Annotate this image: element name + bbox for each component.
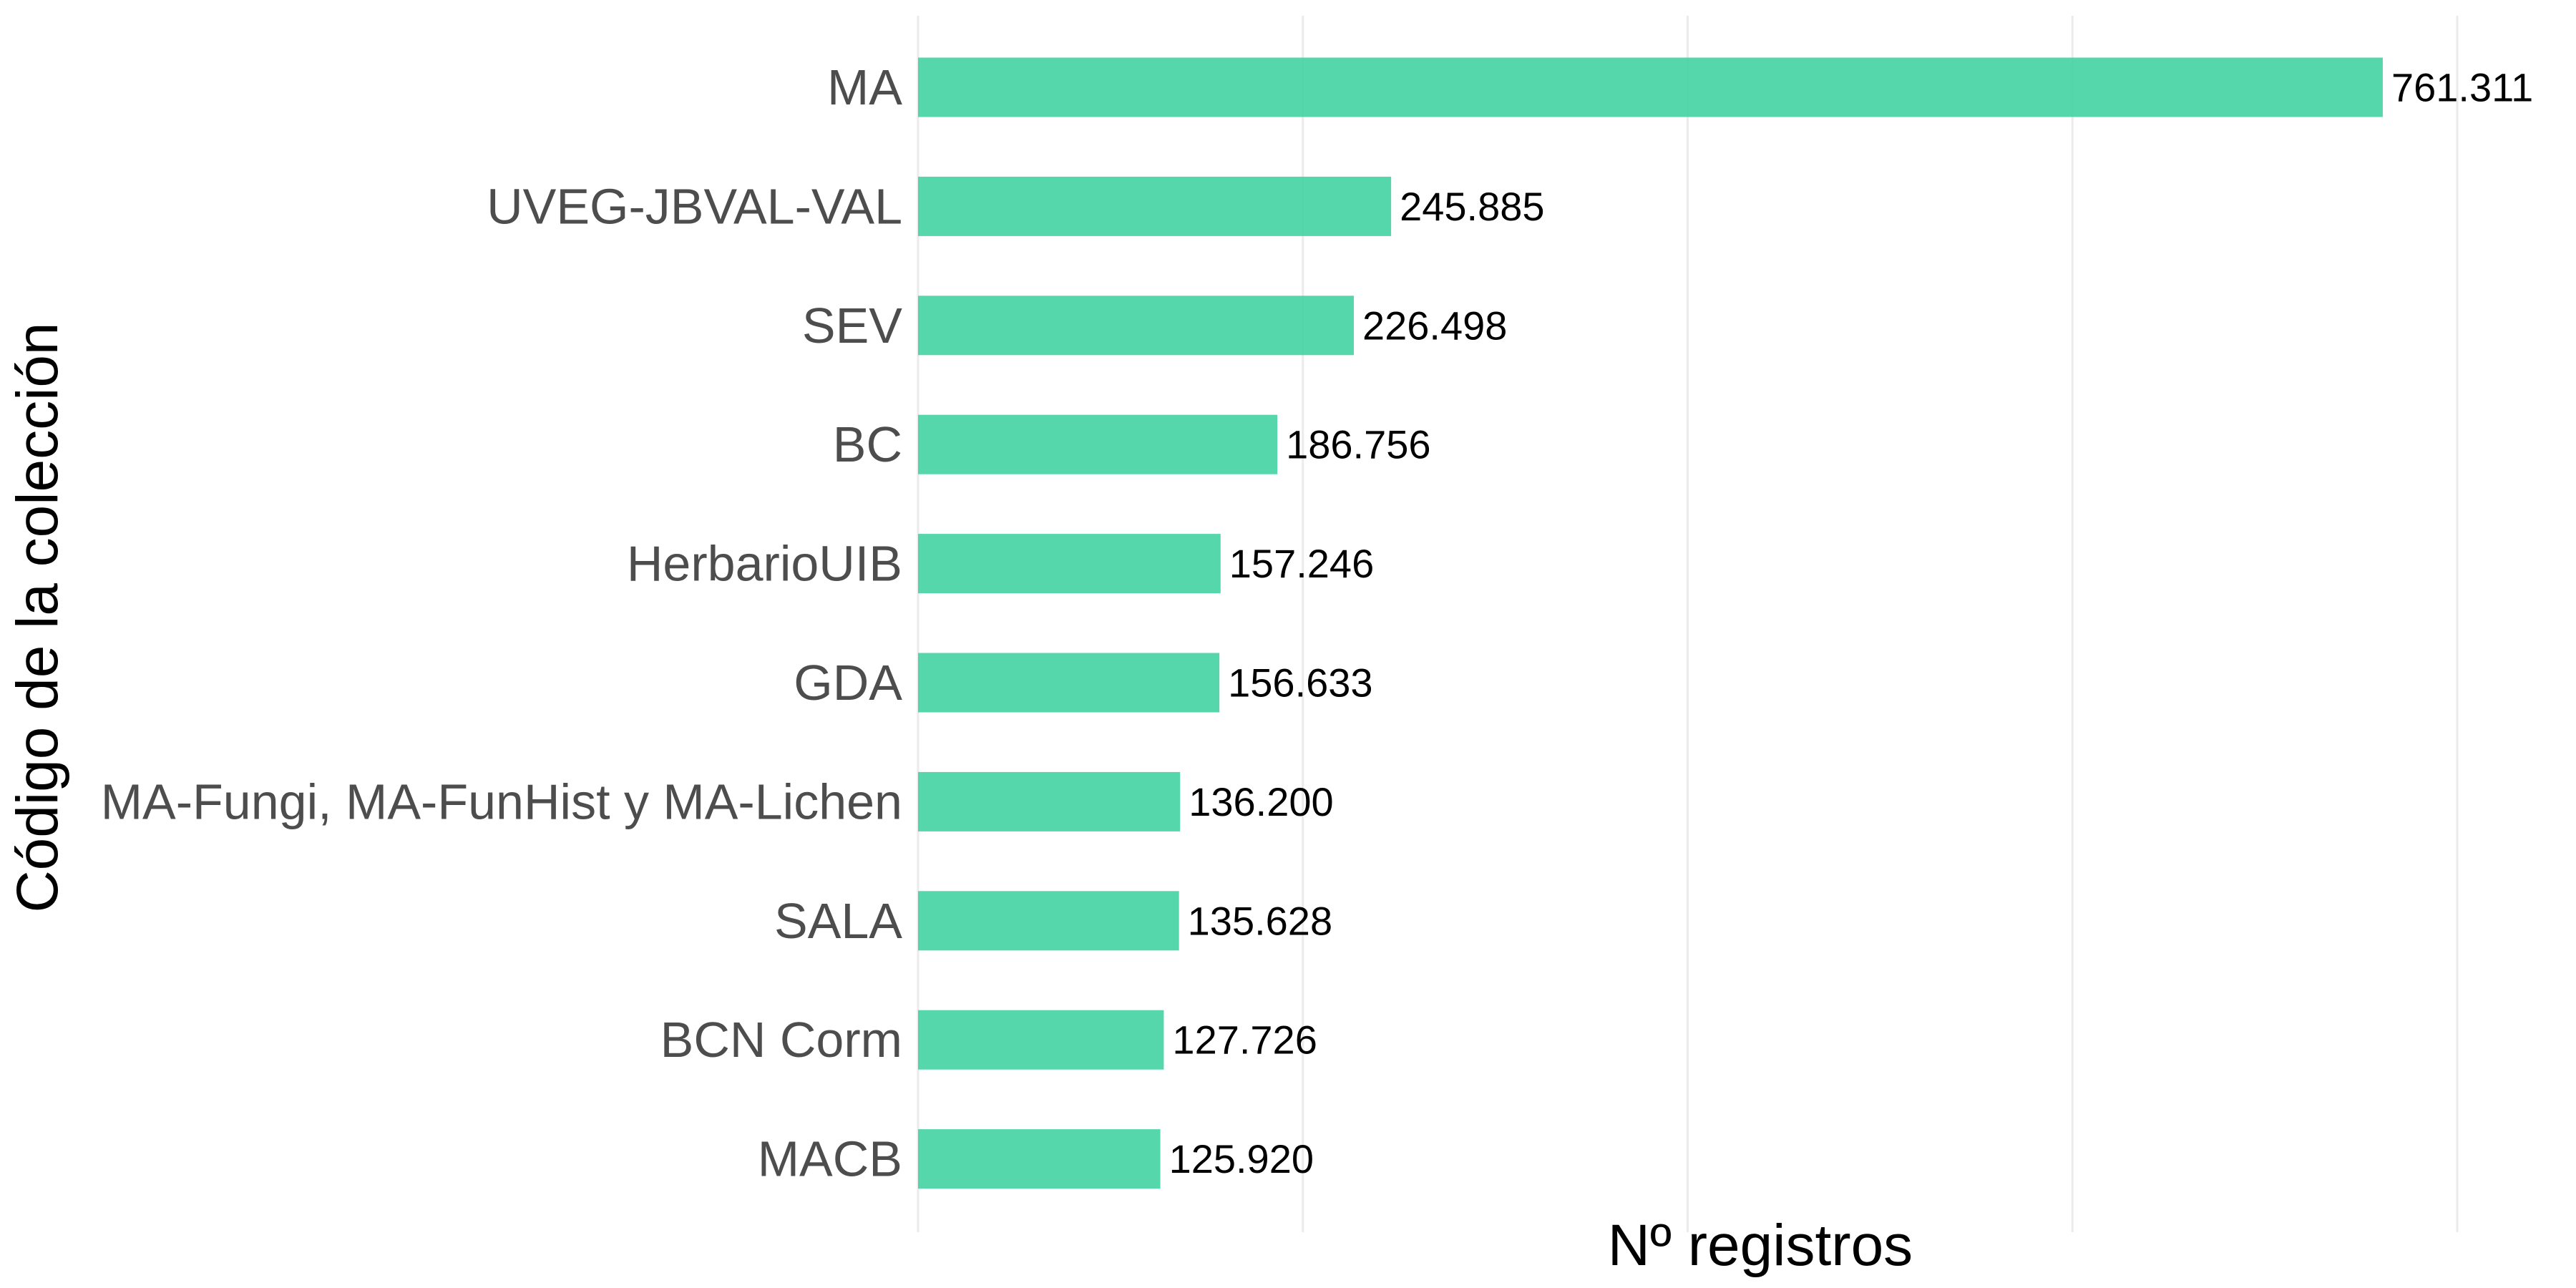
value-label-5: 156.633: [1228, 660, 1372, 706]
bar-4: [918, 534, 1221, 594]
bar-1: [918, 176, 1392, 236]
category-label-5: GDA: [794, 655, 902, 711]
value-label-3: 186.756: [1286, 422, 1430, 467]
category-label-3: BC: [833, 416, 902, 472]
bar-6: [918, 771, 1181, 831]
category-label-7: SALA: [774, 893, 902, 949]
value-label-1: 245.885: [1400, 184, 1544, 229]
category-label-6: MA-Fungi, MA-FunHist y MA-Lichen: [101, 774, 902, 829]
bar-5: [918, 653, 1220, 713]
value-label-2: 226.498: [1362, 303, 1507, 348]
category-label-9: MACB: [758, 1131, 902, 1187]
bar-0: [918, 57, 2383, 117]
value-label-8: 127.726: [1172, 1018, 1317, 1063]
value-labels: 761.311 245.885 226.498 186.756 157.246 156.6…: [1169, 65, 2534, 1182]
category-label-0: MA: [827, 59, 902, 115]
category-label-8: BCN Corm: [660, 1012, 902, 1068]
category-labels: MA UVEG-JBVAL-VAL SEV BC HerbarioUIB GDA MA-Fu…: [101, 59, 903, 1187]
category-label-2: SEV: [802, 298, 902, 353]
value-label-4: 157.246: [1229, 541, 1374, 586]
y-axis-title: Código de la colección: [5, 322, 70, 912]
bar-3: [918, 414, 1278, 474]
bar-9: [918, 1129, 1161, 1189]
value-label-6: 136.200: [1189, 779, 1333, 824]
category-label-1: UVEG-JBVAL-VAL: [487, 178, 902, 234]
bar-2: [918, 296, 1354, 356]
category-label-4: HerbarioUIB: [627, 536, 902, 592]
bars: [918, 57, 2383, 1189]
bar-8: [918, 1010, 1164, 1070]
value-label-7: 135.628: [1188, 898, 1332, 943]
bar-7: [918, 891, 1179, 951]
x-axis-title: Nº registros: [1608, 1213, 1913, 1278]
value-label-0: 761.311: [2391, 65, 2533, 110]
value-label-9: 125.920: [1169, 1136, 1314, 1181]
